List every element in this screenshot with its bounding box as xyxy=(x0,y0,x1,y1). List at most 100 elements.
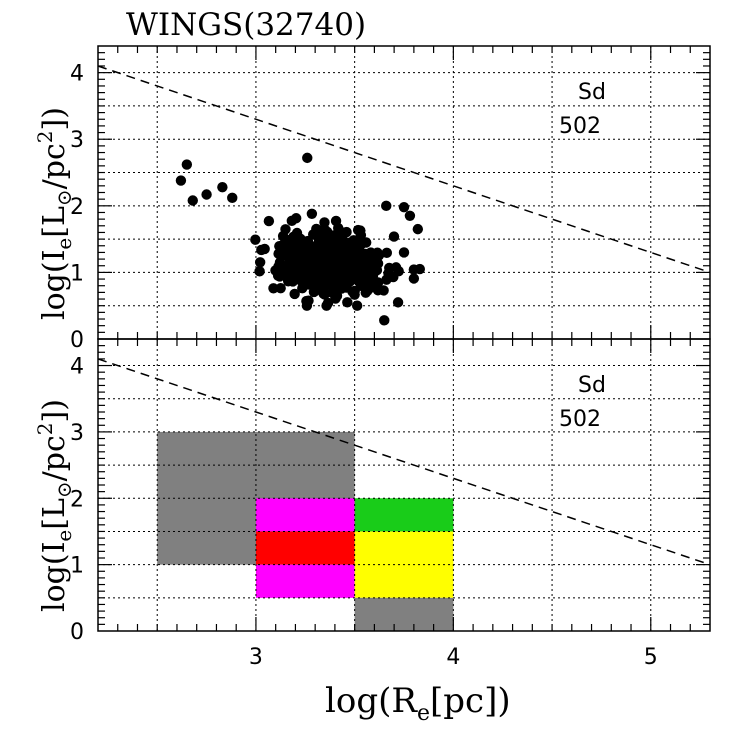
x-tick-label: 5 xyxy=(644,645,658,670)
scatter-point xyxy=(295,271,307,283)
y-axis-label-bottom: log(Ie[L⊙/pc2]) xyxy=(33,399,76,612)
scatter-point xyxy=(381,274,392,285)
x-axis-label: log(Re[pc]) xyxy=(325,681,511,726)
reference-line xyxy=(97,358,711,566)
y-tick-label: 0 xyxy=(70,620,84,645)
scatter-point xyxy=(175,175,187,186)
heat-cell-magenta xyxy=(255,498,355,532)
annotation-type: Sd xyxy=(578,373,606,398)
scatter-point xyxy=(329,281,341,292)
heat-cell-magenta xyxy=(255,564,355,598)
scatter-point xyxy=(370,265,381,276)
scatter-point xyxy=(297,282,308,294)
scatter-point xyxy=(280,224,291,235)
scatter-point xyxy=(250,234,261,245)
y-axis-label-top: log(Ie[L⊙/pc2]) xyxy=(33,107,76,320)
scatter-point xyxy=(398,201,410,213)
scatter-point xyxy=(181,159,193,170)
scatter-point xyxy=(277,239,289,250)
scatter-point xyxy=(343,261,354,272)
scatter-point xyxy=(404,210,416,222)
scatter-point xyxy=(273,248,284,259)
scatter-point xyxy=(412,223,424,235)
scatter-point xyxy=(273,261,284,272)
scatter-point xyxy=(361,268,373,279)
plot-frame xyxy=(97,45,711,340)
scatter-point xyxy=(311,261,322,273)
scatter-point xyxy=(342,297,353,308)
heat-cell-green xyxy=(354,498,454,532)
scatter-point xyxy=(335,256,347,268)
y-tick-label: 2 xyxy=(70,195,84,220)
scatter-point xyxy=(398,247,410,258)
y-tick-label: 4 xyxy=(70,355,84,380)
chart-title: WINGS(32740) xyxy=(126,7,366,43)
scatter-point xyxy=(289,234,300,246)
scatter-point xyxy=(354,250,365,261)
y-tick-label: 0 xyxy=(70,328,84,353)
scatter-point xyxy=(334,244,345,256)
scatter-point xyxy=(275,283,286,294)
scatter-point xyxy=(408,273,420,284)
annotation-count: 502 xyxy=(559,114,601,139)
scatter-point xyxy=(352,224,364,236)
y-tick-label: 1 xyxy=(70,554,84,579)
scatter-point xyxy=(392,297,404,308)
x-tick-label: 4 xyxy=(446,645,460,670)
grid-bottom xyxy=(98,339,710,631)
y-tick-label: 3 xyxy=(70,128,84,153)
annotation-count: 502 xyxy=(559,407,601,432)
scatter-point xyxy=(344,247,355,258)
scatter-point xyxy=(263,215,275,227)
scatter-point xyxy=(414,263,425,275)
scatter-point xyxy=(298,261,310,272)
scatter-point xyxy=(390,262,402,273)
scatter-point xyxy=(378,285,389,296)
scatter-point xyxy=(294,248,306,260)
scatter-point xyxy=(349,289,360,300)
scatter-point xyxy=(318,256,330,267)
annotation-type: Sd xyxy=(578,80,606,105)
scatter-point xyxy=(362,285,373,296)
scatter-point xyxy=(254,257,266,268)
scatter-point xyxy=(319,242,330,253)
panel-top: 0 1 2 3 4 Sd 502 xyxy=(70,45,711,353)
scatter-point xyxy=(254,266,265,277)
x-tick-label: 3 xyxy=(249,645,263,670)
scatter-point xyxy=(290,213,302,224)
scatter-point xyxy=(331,290,343,302)
scatter-point xyxy=(381,247,392,259)
scatter-point xyxy=(285,250,296,261)
scatter-point xyxy=(268,283,279,294)
scatter-point xyxy=(302,152,313,164)
scatter-point xyxy=(284,275,296,286)
heat-cell-gray xyxy=(354,597,454,631)
scatter-point xyxy=(322,297,334,309)
ticks-top xyxy=(98,46,710,339)
scatter-point xyxy=(365,247,377,258)
scatter-points xyxy=(175,152,425,326)
scatter-point xyxy=(348,237,359,248)
scatter-point xyxy=(379,315,390,326)
scatter-point xyxy=(289,288,300,300)
y-tick-label: 1 xyxy=(70,261,84,286)
scatter-point xyxy=(332,273,343,284)
scatter-point xyxy=(319,217,330,228)
scatter-point xyxy=(315,284,326,296)
y-tick-label: 3 xyxy=(70,421,84,446)
scatter-point xyxy=(217,181,228,193)
scatter-point xyxy=(187,195,198,206)
heat-cell-red xyxy=(255,531,355,565)
scatter-point xyxy=(227,192,238,204)
scatter-point xyxy=(344,269,355,281)
y-tick-label: 2 xyxy=(70,487,84,512)
ticks-bottom xyxy=(98,339,710,631)
y-tick-label: 4 xyxy=(70,62,84,87)
scatter-point xyxy=(321,226,333,238)
scatter-point xyxy=(306,208,318,219)
scatter-point xyxy=(351,300,363,311)
scatter-point xyxy=(388,231,400,242)
scatter-point xyxy=(301,300,313,311)
reference-line xyxy=(97,65,711,274)
